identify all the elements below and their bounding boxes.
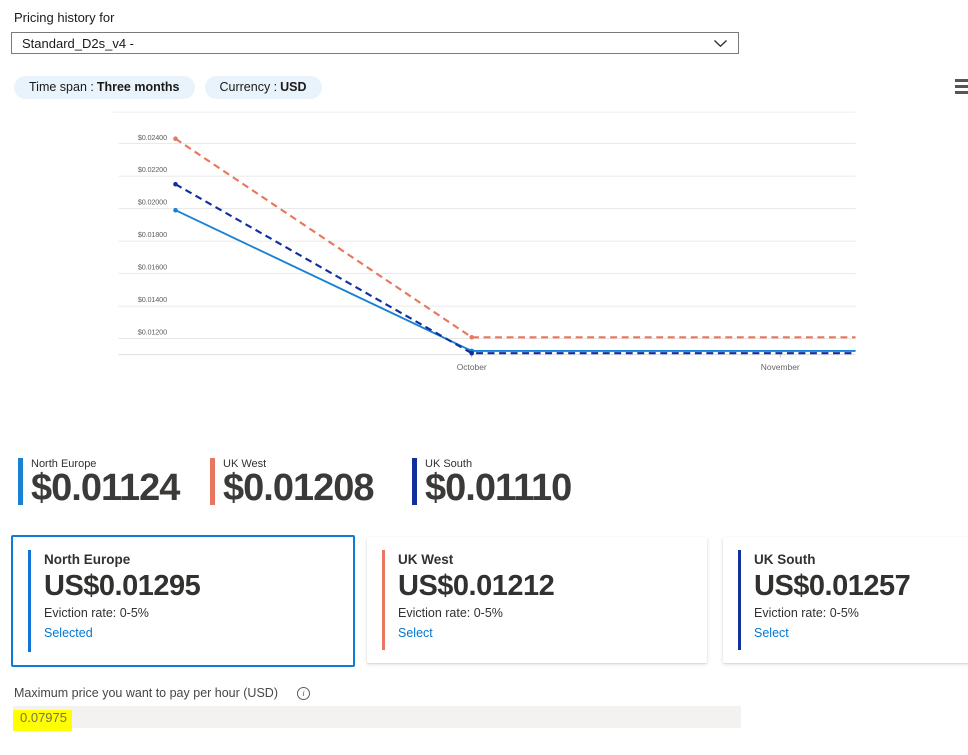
y-axis-label: $0.01600 — [138, 263, 167, 272]
time-span-value: Three months — [96, 80, 180, 94]
series-marker — [469, 334, 475, 340]
legend-swatch — [412, 458, 417, 505]
card-eviction: Eviction rate: 0-5% — [398, 606, 503, 620]
hamburger-icon — [955, 79, 968, 82]
card-eviction: Eviction rate: 0-5% — [754, 606, 859, 620]
time-span-filter[interactable]: Time span : Three months — [14, 76, 195, 99]
series-line-uk-west — [174, 137, 856, 339]
chevron-down-icon — [713, 39, 728, 48]
card-region: UK West — [398, 552, 454, 567]
region-card-north-europe[interactable]: North Europe US$0.01295 Eviction rate: 0… — [11, 535, 355, 667]
y-axis-label: $0.02400 — [138, 133, 167, 142]
chart-context-menu-button[interactable] — [955, 79, 968, 97]
info-icon[interactable]: i — [297, 687, 310, 700]
card-region: UK South — [754, 552, 816, 567]
legend-price: $0.01110 — [425, 467, 572, 509]
vm-size-dropdown[interactable]: Standard_D2s_v4 - — [11, 32, 739, 54]
y-axis-label: $0.01200 — [138, 328, 167, 337]
legend-name: UK West — [223, 458, 267, 470]
currency-value: USD — [280, 80, 307, 94]
series-marker — [469, 350, 475, 356]
legend-item-uk-south: UK South $0.01110 — [412, 458, 572, 509]
legend-item-uk-west: UK West $0.01208 — [210, 458, 374, 509]
currency-filter[interactable]: Currency : USD — [204, 76, 322, 99]
x-axis-label: November — [761, 362, 800, 372]
card-accent-bar — [382, 550, 385, 650]
y-axis-label: $0.02000 — [138, 198, 167, 207]
series-marker — [173, 136, 178, 142]
price-history-chart: $0.02400 $0.02200 $0.02000 $0.01800 $0.01600… — [112, 111, 856, 372]
card-eviction: Eviction rate: 0-5% — [44, 606, 149, 620]
select-link[interactable]: Select — [754, 626, 789, 640]
y-axis-label: $0.02200 — [138, 165, 167, 174]
currency-label: Currency : — [219, 80, 278, 94]
y-axis-label: $0.01400 — [138, 295, 167, 304]
legend-price: $0.01208 — [223, 467, 374, 509]
search-highlight — [13, 710, 72, 731]
legend-item-north-europe: North Europe $0.01124 — [18, 458, 180, 509]
legend-swatch — [18, 458, 23, 505]
pricing-history-label: Pricing history for — [14, 10, 115, 25]
region-card-uk-south[interactable]: UK South US$0.01257 Eviction rate: 0-5% … — [723, 537, 968, 663]
card-price: US$0.01212 — [398, 570, 555, 602]
series-marker — [173, 181, 178, 187]
hamburger-icon — [955, 91, 968, 94]
max-price-label: Maximum price you want to pay per hour (… — [14, 686, 278, 700]
card-price: US$0.01295 — [44, 570, 201, 602]
series-marker — [173, 207, 178, 213]
time-span-label: Time span : — [29, 80, 94, 94]
y-axis-label: $0.01800 — [138, 230, 167, 239]
hamburger-icon — [955, 85, 968, 88]
card-region: North Europe — [44, 552, 131, 567]
filter-bar: Time span : Three months Currency : USD — [14, 76, 322, 99]
selected-link[interactable]: Selected — [44, 626, 93, 640]
max-price-input[interactable]: 0.07975 — [13, 706, 741, 731]
series-line-north-europe — [175, 209, 856, 352]
vm-size-dropdown-value: Standard_D2s_v4 - — [22, 35, 135, 51]
legend-name: North Europe — [31, 458, 97, 470]
series-line-uk-south — [174, 183, 856, 355]
card-price: US$0.01257 — [754, 570, 911, 602]
card-accent-bar — [28, 550, 31, 652]
legend-price: $0.01124 — [31, 467, 180, 509]
select-link[interactable]: Select — [398, 626, 433, 640]
region-card-uk-west[interactable]: UK West US$0.01212 Eviction rate: 0-5% S… — [367, 537, 707, 663]
legend-name: UK South — [425, 458, 473, 470]
x-axis-label: October — [457, 362, 487, 372]
legend-swatch — [210, 458, 215, 505]
max-price-value: 0.07975 — [20, 710, 67, 725]
card-accent-bar — [738, 550, 741, 650]
